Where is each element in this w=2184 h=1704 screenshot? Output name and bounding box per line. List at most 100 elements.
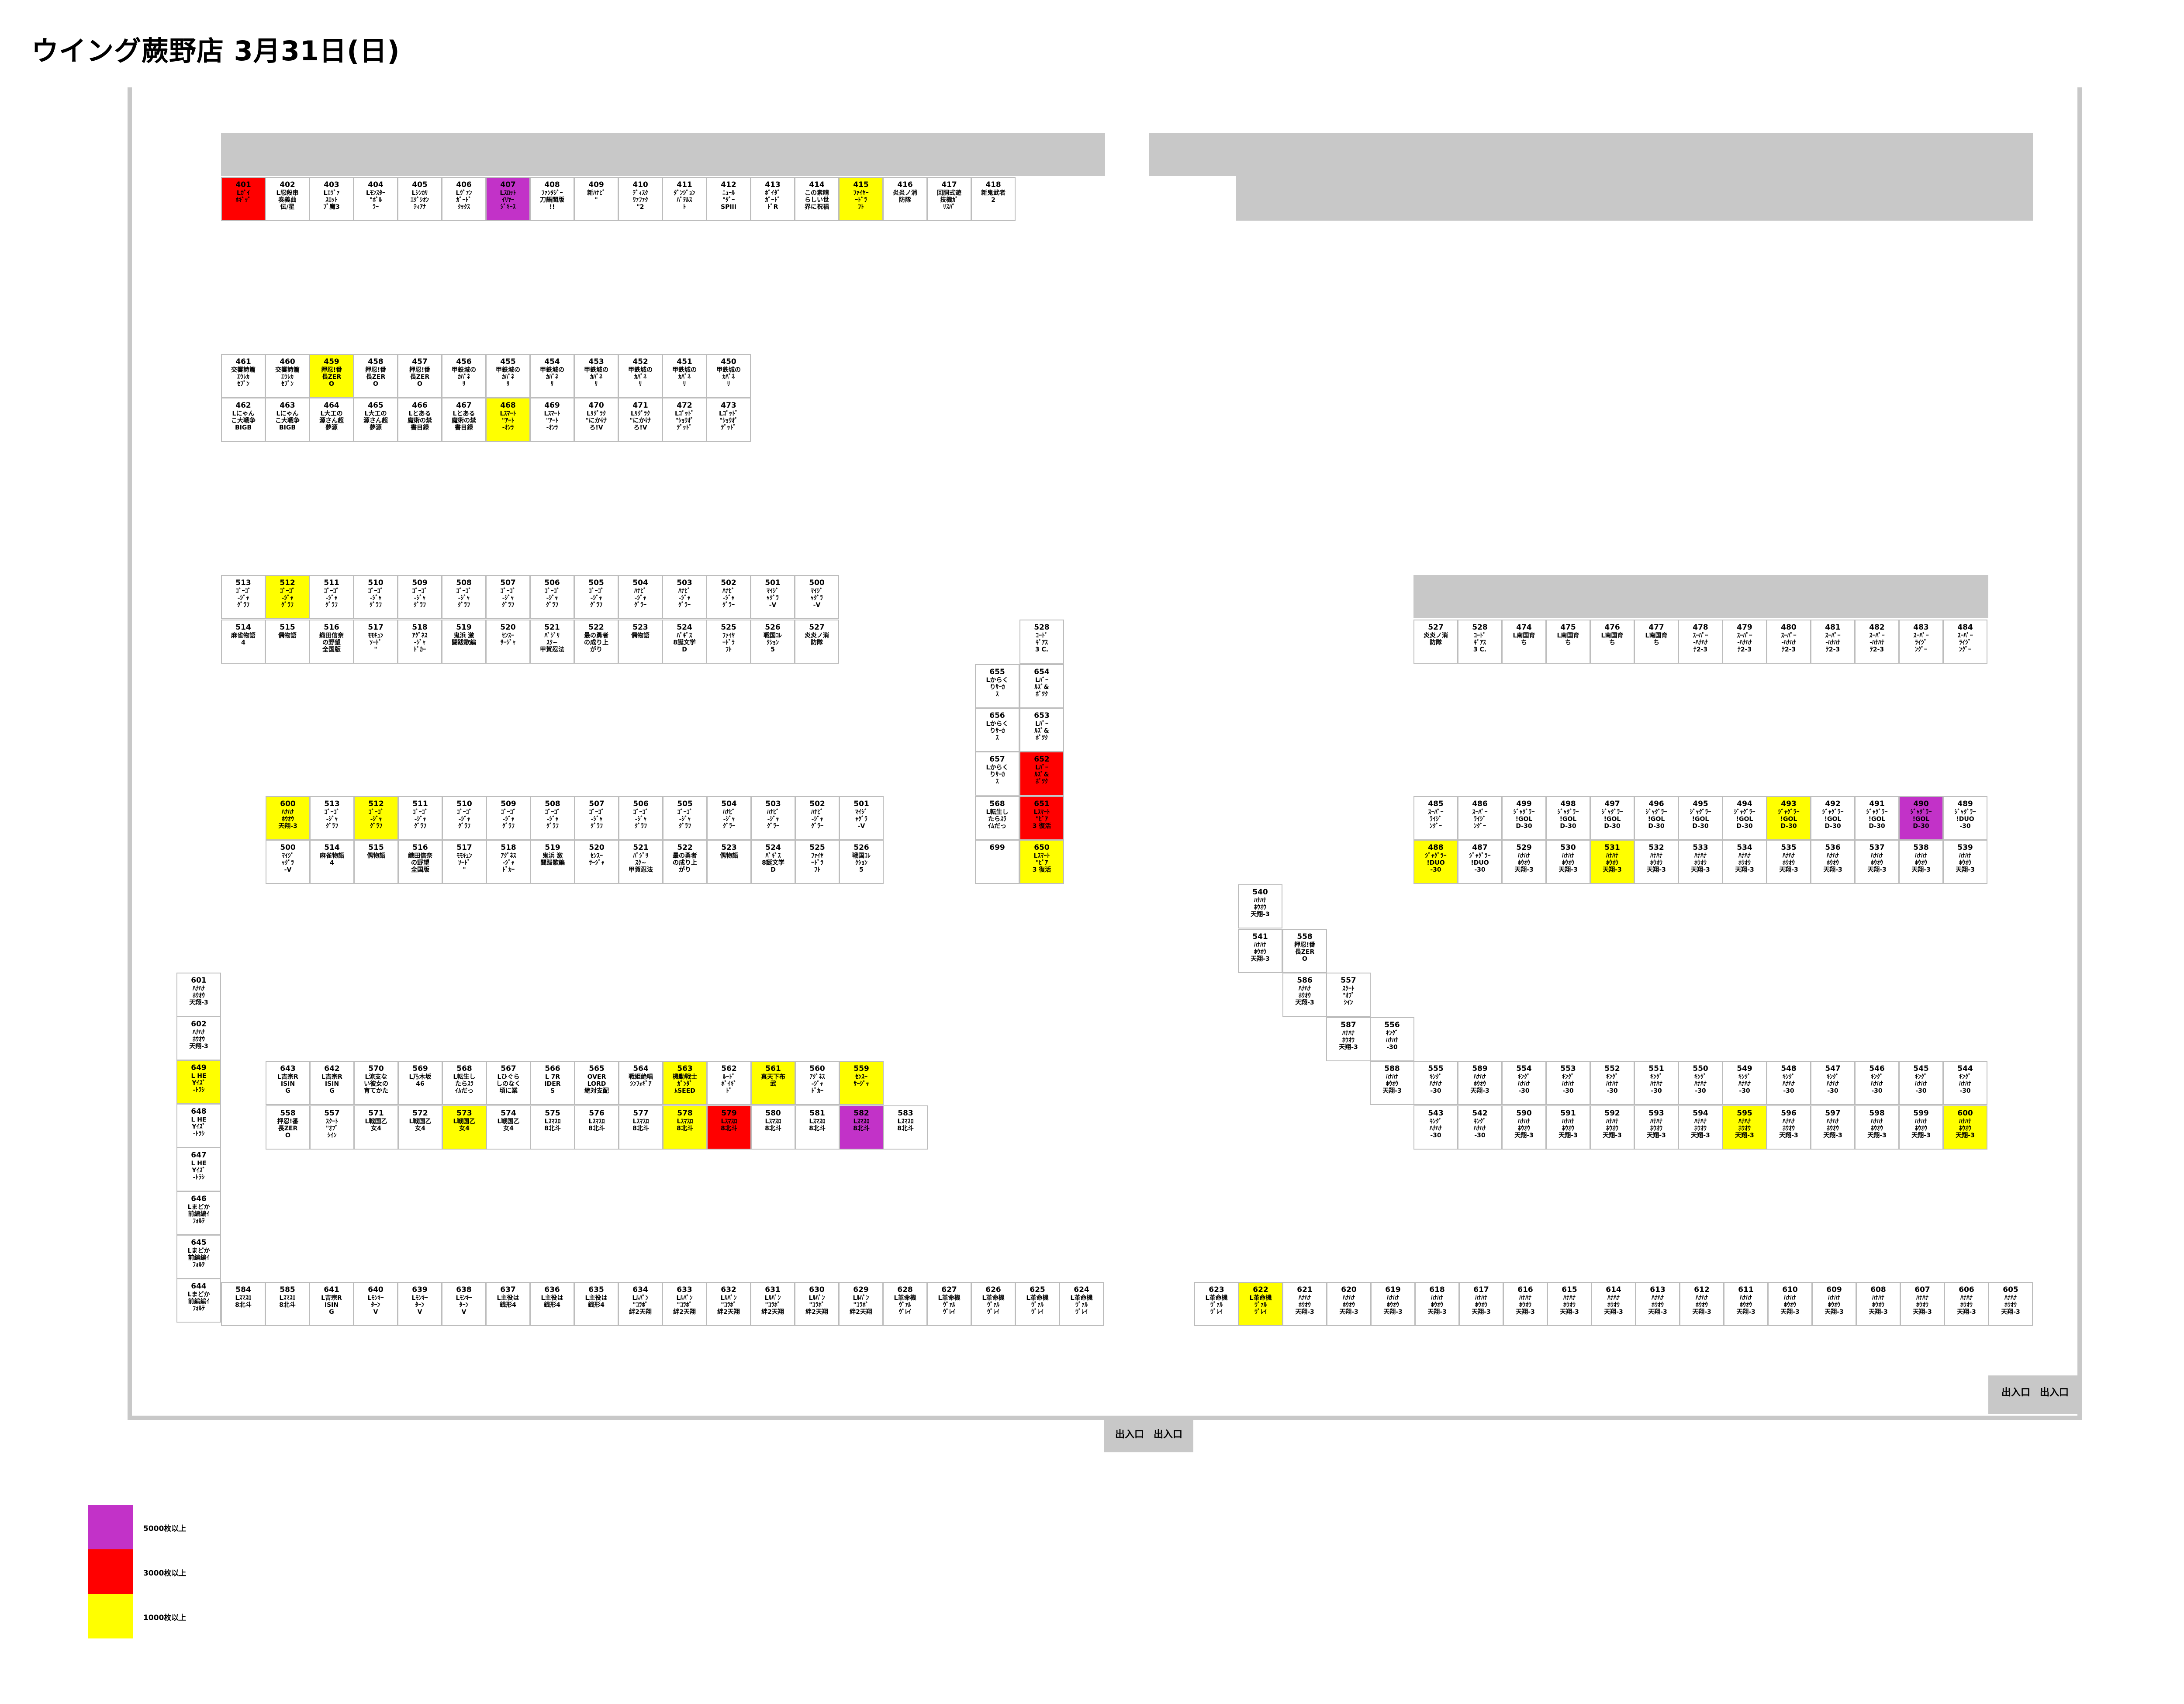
machine-number: 549 [1737,1064,1752,1073]
machine-name: ﾊﾅﾊﾅ ﾎｳｵｳ 天翔-3 [1867,852,1887,873]
machine-name: Lﾘｸﾞﾗｸ "にかけ ろ!V [585,410,607,431]
machine-cell: 586 ﾊﾅﾊﾅ ﾎｳｵｳ 天翔-3 [1282,973,1327,1017]
machine-cell: 609 ﾊﾅﾊﾅ ﾎｳｵｳ 天翔-3 [1812,1282,1856,1326]
machine-name: Lにゃん こ大戦争 BIGB [231,410,256,431]
machine-number: 519 [456,623,472,632]
machine-name: ﾊﾅﾋﾞ -ｼﾞｬ ｸﾞﾗｰ [767,809,779,830]
machine-name: Lまどか 前編編ｲ ﾌｫﾙﾃ [187,1247,210,1268]
machine-cell: 631 Lﾙﾊﾟﾝ "ｺﾗﾎﾞ 絆2天翔 [750,1282,795,1326]
legend-5000-swatch [88,1505,133,1549]
machine-number: 628 [897,1285,913,1294]
machine-name: ｼﾞｬｸﾞﾗｰ !GOL D-30 [1910,809,1932,830]
machine-name: ｼﾞｬｸﾞﾗｰ !DUO -30 [1954,809,1976,830]
machine-cell: 583 Lｽﾏｽﾛ 8北斗 [883,1105,928,1150]
machine-name: ﾌｧｲﾔｰ ｰﾄﾞﾗ ﾌﾄ [853,190,869,211]
machine-name: L吉宗R ISIN G [277,1074,298,1094]
machine-number: 536 [1825,843,1841,852]
machine-number: 485 [1428,800,1444,808]
machine-cell: 521 ﾊﾞｼﾞﾘ ｽｸ~ 甲賀忍法 [530,620,574,664]
machine-name: 偶物語 [367,852,385,859]
machine-number: 523 [721,843,737,852]
machine-number: 632 [721,1285,736,1294]
machine-number: 646 [191,1195,207,1203]
machine-cell: 552 ｷﾝｸﾞ ﾊﾅﾊﾅ -30 [1590,1061,1635,1105]
machine-number: 640 [368,1285,384,1294]
machine-name: ﾊﾅﾊﾅ ﾎｳｵｳ 天翔-3 [1514,852,1534,873]
machine-name: ﾊﾅﾊﾅ ﾎｳｵｳ 天翔-3 [278,809,297,830]
machine-name: ﾊﾅﾊﾅ ﾎｳｵｳ 天翔-3 [1825,1295,1844,1316]
machine-number: 561 [765,1064,781,1073]
machine-number: 602 [191,1020,207,1029]
machine-name: L革命機 ｳﾞｧﾙ ｳﾞﾚｲ [982,1295,1005,1316]
machine-number: 592 [1604,1109,1620,1118]
machine-number: 586 [1297,976,1313,985]
machine-name: ｷﾝｸﾞ ﾊﾅﾊﾅ -30 [1606,1074,1618,1094]
machine-number: 638 [456,1285,472,1294]
machine-number: 648 [191,1107,207,1116]
machine-number: 464 [324,401,339,410]
machine-number: 414 [809,180,825,189]
machine-number: 509 [412,578,428,587]
machine-name: Lﾙﾊﾟﾝ "ｺﾗﾎﾞ 絆2天翔 [850,1295,872,1316]
machine-cell: 566 L 7R IDER S [530,1061,575,1105]
machine-name: ｺﾞｰｺﾞ -ｼﾞｬ ｸﾞﾗﾌ [545,809,560,830]
machine-cell: 553 ｷﾝｸﾞ ﾊﾅﾊﾅ -30 [1546,1061,1590,1105]
machine-number: 614 [1606,1285,1621,1294]
machine-number: 516 [324,623,339,632]
machine-cell: 519 鬼浜 激 闘跋歌編 [442,620,486,664]
machine-cell: 595 ﾊﾅﾊﾅ ﾎｳｵｳ 天翔-3 [1722,1105,1767,1150]
machine-cell: 489 ｼﾞｬｸﾞﾗｰ !DUO -30 [1943,796,1987,840]
machine-number: 613 [1650,1285,1666,1294]
machine-number: 534 [1737,843,1752,852]
machine-cell: 458 押忍!番 長ZER O [353,354,398,398]
machine-name: ﾊﾅﾊﾅ ﾎｳｵｳ 天翔-3 [1867,1118,1887,1139]
machine-cell: 480 ｽｰﾊﾟｰ -ﾊﾅﾊﾅ ﾃ2-3 [1766,620,1811,664]
machine-name: Lﾙﾊﾟﾝ "ｺﾗﾎﾞ 絆2天翔 [673,1295,696,1316]
left-wall [128,87,132,1420]
machine-number: 636 [544,1285,560,1294]
machine-name: ｷﾝｸﾞ ﾊﾅﾊﾅ -30 [1694,1074,1707,1094]
machine-cell: 496 ｼﾞｬｸﾞﾗｰ !GOL D-30 [1634,796,1679,840]
legend-5000-label: 5000枚以上 [143,1524,187,1533]
machine-name: ﾊﾅﾊﾅ ﾎｳｵｳ 天翔-3 [1735,1118,1754,1139]
machine-cell: 472 Lｺﾞｯﾄﾞ "ｼｮｳｵﾞ ﾃﾞｯﾄﾞ [662,398,707,442]
machine-cell: 611 ﾊﾅﾊﾅ ﾎｳｵｳ 天翔-3 [1724,1282,1768,1326]
machine-cell: 418 新鬼武者 2 [971,177,1016,221]
machine-number: 506 [544,578,560,587]
machine-name: ﾊﾅﾊﾅ ﾎｳｵｳ 天翔-3 [1559,1118,1578,1139]
machine-cell: 637 L主役は 銭形4 [486,1282,530,1326]
machine-cell: 515 偶物語 [354,840,398,884]
machine-cell: 518 ｱｸﾞﾈｽ -ｼﾞｬ ﾄﾞｶｰ [397,620,442,664]
machine-name: ﾊﾅﾊﾅ ﾎｳｵｳ 天翔-3 [1470,1074,1489,1094]
machine-number: 596 [1781,1109,1797,1118]
machine-number: 542 [1472,1109,1488,1118]
machine-number: 634 [632,1285,648,1294]
machine-cell: 639 Lﾓﾝｷｰ ﾀｰﾝ V [397,1282,442,1326]
machine-name: L主役は 銭形4 [585,1295,608,1309]
machine-name: ｼﾞｬｸﾞﾗｰ !GOL D-30 [1778,809,1800,830]
entrance-right: 出入口 出入口 [1988,1375,2082,1414]
machine-number: 452 [632,357,648,366]
machine-name: ｷﾝｸﾞ ﾊﾅﾊﾅ -30 [1738,1074,1751,1094]
machine-number: 544 [1957,1064,1973,1073]
machine-cell: 550 ｷﾝｸﾞ ﾊﾅﾊﾅ -30 [1678,1061,1723,1105]
machine-name: Lｽﾏｰﾄ "ｱｰﾄ -ｵﾝﾗ [500,410,516,431]
machine-name: ｺﾞｰｺﾞ -ｼﾞｬ ｸﾞﾗﾌ [588,588,604,609]
machine-number: 545 [1913,1064,1929,1073]
machine-cell: 651 Lｽﾏｰﾄ "ﾋﾞｱ 3 復活 [1019,796,1064,840]
machine-cell: 514 麻雀物語 4 [221,620,266,664]
machine-cell: 513 ｺﾞｰｺﾞ -ｼﾞｬ ｸﾞﾗﾌ [221,575,266,619]
machine-number: 590 [1516,1109,1532,1118]
machine-number: 488 [1428,843,1444,852]
machine-name: L転生し たらｽﾗ ｲﾑだっ [986,809,1009,830]
machine-cell: 527 炎炎ノ消 防隊 [1413,620,1458,664]
machine-number: 406 [456,180,472,189]
machine-cell: 525 ﾌｧｲﾔ ｰﾄﾞﾗ ﾌﾄ [795,840,840,884]
machine-name: 押忍!番 長ZER O [277,1118,299,1139]
machine-cell: 532 ﾊﾅﾊﾅ ﾎｳｵｳ 天翔-3 [1634,840,1679,884]
machine-cell: 548 ｷﾝｸﾞ ﾊﾅﾊﾅ -30 [1766,1061,1811,1105]
machine-name: ｷﾝｸﾞ ﾊﾅﾊﾅ -30 [1562,1074,1574,1094]
machine-name: ﾊﾅﾊﾅ ﾎｳｵｳ 天翔-3 [1736,1295,1755,1316]
machine-cell: 485 ｽｰﾊﾟｰ ﾗｲｼﾞ ﾝｸﾞｰ [1413,796,1458,840]
machine-number: 642 [324,1064,340,1073]
